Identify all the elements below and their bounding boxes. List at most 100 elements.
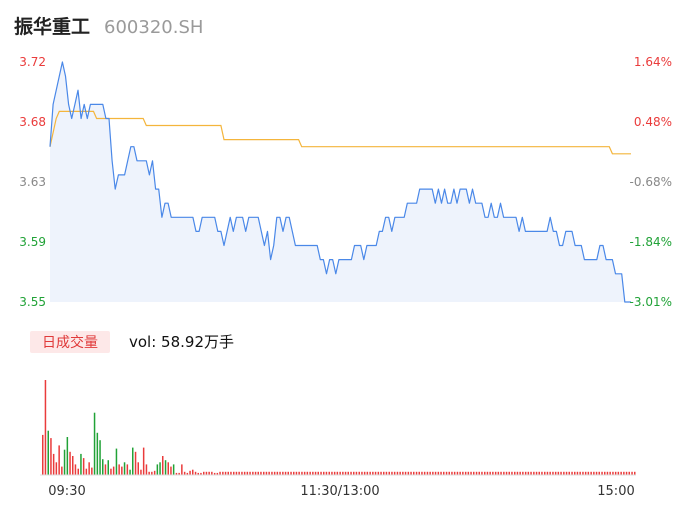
time-tick-label: 11:30/13:00: [300, 484, 379, 499]
volume-bar: [162, 456, 164, 475]
volume-bar: [123, 462, 126, 475]
price-axis: 3.72 3.68 3.63 3.59 3.55: [19, 55, 46, 309]
volume-bar: [473, 471, 475, 475]
volume-bar: [522, 471, 524, 475]
volume-bar: [323, 471, 325, 475]
volume-bar: [492, 471, 494, 475]
volume-bar: [590, 471, 592, 475]
volume-bar: [200, 472, 202, 475]
volume-bar: [257, 471, 259, 475]
volume-bar: [374, 471, 377, 475]
price-tick-label: 3.55: [19, 295, 46, 309]
volume-bar: [134, 451, 137, 475]
stock-name: 振华重工: [14, 16, 91, 38]
volume-bar: [96, 432, 99, 475]
volume-bar: [126, 464, 129, 475]
volume-bar: [631, 471, 633, 475]
volume-bar: [222, 471, 224, 475]
volume-bar: [410, 471, 412, 475]
volume-bar: [514, 471, 516, 475]
volume-bar: [440, 471, 442, 475]
volume-bar: [279, 471, 281, 475]
price-line: [49, 61, 631, 303]
volume-bar: [293, 471, 295, 475]
stock-code: 600320.SH: [104, 17, 204, 38]
volume-bar: [358, 471, 360, 475]
volume-bar: [320, 471, 322, 475]
volume-bar: [233, 471, 235, 475]
volume-bar: [58, 445, 60, 475]
volume-bar: [189, 470, 191, 475]
volume-bar: [63, 449, 66, 475]
volume-bar: [287, 471, 289, 475]
volume-bar: [494, 471, 497, 475]
volume-bar: [298, 471, 300, 475]
volume-bar: [475, 471, 478, 475]
volume-bar: [453, 471, 456, 475]
volume-bar: [524, 471, 527, 475]
percent-tick-label: 0.48%: [634, 115, 672, 129]
volume-bar: [421, 471, 423, 475]
price-area-fill: [50, 62, 631, 302]
volume-bar: [552, 471, 554, 475]
volume-bar: [634, 471, 636, 475]
volume-bar: [628, 471, 630, 475]
volume-bar: [252, 471, 254, 475]
volume-bar: [328, 471, 330, 475]
volume-bar: [478, 471, 480, 475]
price-path: [49, 61, 631, 303]
volume-bar: [587, 471, 590, 475]
volume-bar: [418, 471, 420, 475]
volume-bar: [598, 471, 600, 475]
volume-bar: [164, 460, 167, 475]
volume-bar: [254, 471, 257, 475]
volume-bar: [192, 469, 194, 475]
volume-bar: [489, 471, 491, 475]
volume-bar: [451, 471, 453, 475]
volume-bar: [511, 471, 513, 475]
price-tick-label: 3.72: [19, 55, 46, 69]
volume-bar: [388, 471, 390, 475]
volume-bar: [593, 471, 595, 475]
volume-bar: [516, 471, 519, 475]
volume-bar: [617, 471, 620, 475]
volume-bar: [235, 471, 238, 475]
volume-bar: [219, 471, 221, 475]
volume-bar: [112, 466, 115, 475]
volume-bar: [183, 471, 186, 475]
volume-bar: [557, 471, 560, 475]
volume-bar: [497, 471, 500, 475]
volume-bar: [203, 471, 205, 475]
volume-bar: [107, 460, 109, 475]
volume-bar: [361, 471, 363, 475]
volume-bar: [544, 471, 546, 475]
volume-bar: [508, 471, 510, 475]
volume-total-label: vol: 58.92万手: [129, 333, 234, 351]
volume-bar: [385, 471, 388, 475]
volume-bar: [312, 471, 314, 475]
volume-bar: [82, 458, 85, 475]
volume-bar: [396, 471, 399, 475]
volume-bar: [527, 471, 530, 475]
volume-bar: [88, 462, 90, 475]
volume-bar: [44, 380, 47, 475]
volume-bar: [273, 471, 276, 475]
volume-bar: [554, 471, 557, 475]
volume-bar: [568, 471, 570, 475]
volume-bar: [350, 471, 352, 475]
volume-bar: [505, 471, 508, 475]
time-tick-label: 15:00: [597, 484, 634, 499]
volume-bar: [347, 471, 349, 475]
volume-bar: [546, 471, 549, 475]
volume-bar: [429, 471, 431, 475]
volume-bar: [604, 471, 606, 475]
average-price-line: [49, 110, 631, 155]
volume-bar: [153, 470, 156, 475]
volume-bar: [549, 471, 551, 475]
volume-bar: [612, 471, 614, 475]
volume-bar: [399, 471, 401, 475]
price-tick-label: 3.68: [19, 115, 46, 129]
volume-bar: [339, 471, 341, 475]
volume-bar: [404, 471, 407, 475]
volume-bar: [503, 471, 505, 475]
